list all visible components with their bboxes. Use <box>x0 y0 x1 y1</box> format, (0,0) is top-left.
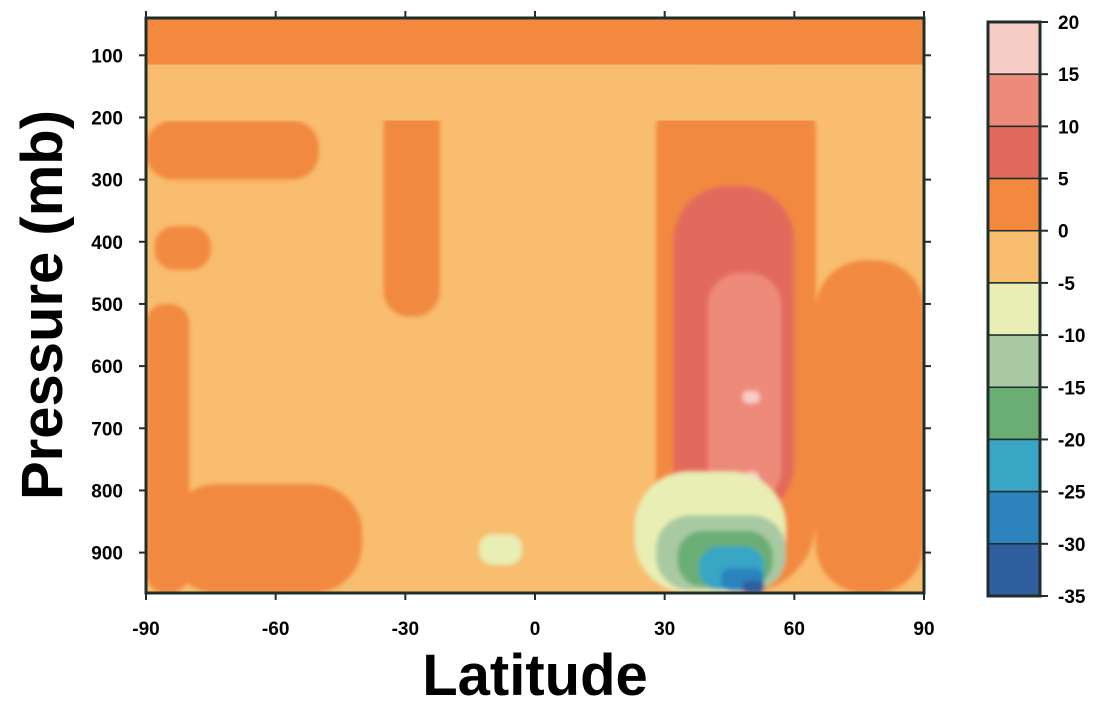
x-axis-title: Latitude <box>422 643 648 703</box>
colorbar-swatch <box>987 334 1041 389</box>
x-tick-label: -30 <box>392 619 419 640</box>
y-axis: 100 200 300 400 500 600 700 800 900 <box>91 46 931 565</box>
colorbar-label: -5 <box>1058 274 1075 295</box>
colorbar-label: -20 <box>1058 430 1085 451</box>
y-tick-label: 600 <box>91 357 123 378</box>
y-tick-label: 700 <box>91 419 123 440</box>
colorbar-swatch <box>987 125 1041 180</box>
heatmap-region-3 <box>383 80 440 317</box>
colorbar-label: -30 <box>1058 535 1085 556</box>
y-tick-label: 900 <box>91 544 123 565</box>
colorbar-swatch <box>987 73 1041 128</box>
colorbar-swatch <box>987 490 1041 545</box>
colorbar-label: -35 <box>1058 587 1086 608</box>
colorbar-label: -10 <box>1058 326 1085 347</box>
heatmap-region-19 <box>742 580 765 593</box>
colorbar-label: 0 <box>1058 222 1069 243</box>
colorbar-swatch <box>987 386 1041 441</box>
colorbar: 20 15 10 5 0 -5 -10 -15 -20 -25 -30 -35 <box>986 13 1086 608</box>
y-tick-label: 200 <box>91 108 123 129</box>
y-tick-label: 400 <box>91 233 123 254</box>
x-tick-label: 90 <box>913 619 934 640</box>
colorbar-label: -15 <box>1058 378 1086 399</box>
x-tick-label: -60 <box>262 619 289 640</box>
heatmap-region-10 <box>707 272 782 503</box>
x-tick-label: 30 <box>654 619 675 640</box>
y-tick-label: 300 <box>91 171 123 192</box>
heatmap-region-1 <box>146 64 924 121</box>
colorbar-frame <box>986 20 1042 598</box>
y-axis-title: Pressure (mb) <box>10 110 75 500</box>
colorbar-label: 10 <box>1058 117 1079 138</box>
x-tick-label: 0 <box>530 619 541 640</box>
heatmap-region-8 <box>815 260 924 593</box>
colorbar-swatch <box>987 438 1041 493</box>
heatmap-region-6 <box>167 484 363 593</box>
colorbar-swatch <box>987 282 1041 336</box>
heatmap-region-2 <box>146 120 319 180</box>
x-tick-label: 60 <box>784 619 805 640</box>
colorbar-swatch <box>987 177 1041 232</box>
y-tick-label: 800 <box>91 481 123 502</box>
y-tick-label: 500 <box>91 295 123 316</box>
colorbar-swatch <box>987 21 1041 75</box>
heatmap-region-11 <box>742 390 760 404</box>
x-tick-label: -90 <box>132 619 159 640</box>
x-axis: -90 -60 -30 0 30 60 90 <box>132 11 935 640</box>
colorbar-label: 5 <box>1058 170 1069 191</box>
heatmap-region-14 <box>478 533 523 566</box>
colorbar-swatch <box>987 543 1041 597</box>
heatmap-region-0 <box>146 18 924 65</box>
colorbar-label: -25 <box>1058 483 1086 504</box>
y-tick-label: 100 <box>91 46 123 67</box>
colorbar-label: 15 <box>1058 65 1080 86</box>
heatmap-region-4 <box>154 226 211 270</box>
colorbar-swatch <box>987 229 1041 284</box>
plot-area <box>146 18 924 593</box>
colorbar-label: 20 <box>1058 13 1079 34</box>
